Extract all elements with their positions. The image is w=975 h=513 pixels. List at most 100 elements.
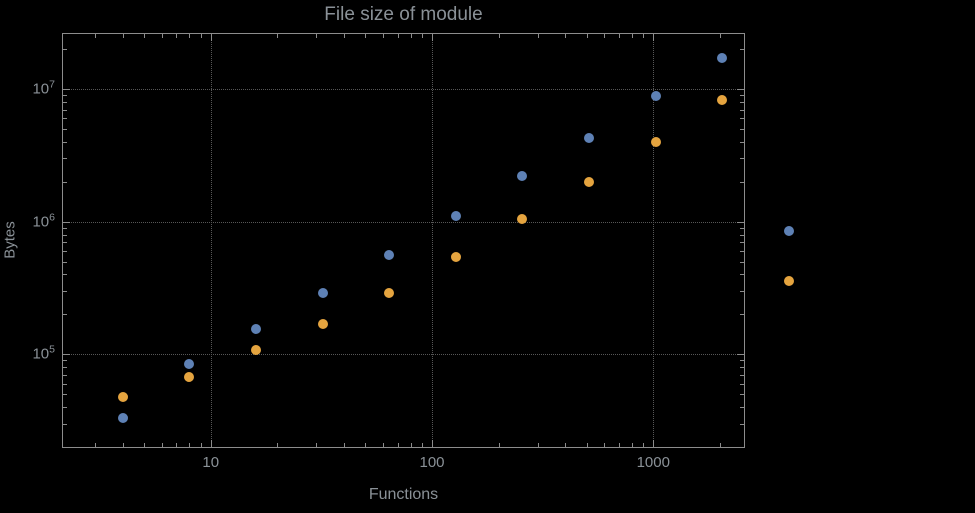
y-axis-label: Bytes: [1, 221, 19, 259]
y-minor-tick: [63, 291, 67, 293]
data-point-series-orange: [583, 176, 594, 187]
y-minor-tick: [63, 141, 67, 143]
y-tick-label: 107: [32, 78, 55, 97]
x-tick-label: 1000: [636, 454, 670, 471]
data-point-series-blue: [250, 324, 261, 335]
x-minor-tick: [382, 443, 384, 447]
x-minor-tick: [421, 443, 423, 447]
data-point-series-orange: [450, 252, 461, 263]
y-tick-base: 10: [32, 213, 50, 231]
data-point-series-orange: [184, 371, 195, 382]
x-minor-tick: [122, 34, 124, 38]
y-minor-tick: [740, 261, 744, 263]
y-minor-tick: [63, 394, 67, 396]
y-minor-tick: [63, 360, 67, 362]
y-tick-exponent: 7: [49, 78, 55, 91]
data-point-series-blue: [117, 413, 128, 424]
y-minor-tick: [63, 118, 67, 120]
x-minor-tick: [643, 34, 645, 38]
y-tick-label: 105: [32, 343, 55, 363]
x-minor-tick: [604, 443, 606, 447]
data-point-series-blue: [583, 132, 594, 143]
x-axis-label: Functions: [368, 486, 439, 503]
gridline-vertical: [210, 34, 212, 447]
data-point-series-blue: [783, 226, 794, 237]
y-minor-tick: [63, 242, 67, 244]
x-minor-tick: [537, 443, 539, 447]
y-minor-tick: [740, 181, 744, 183]
x-major-tick: [432, 34, 433, 41]
x-tick-label: 10: [202, 454, 220, 471]
y-major-tick: [737, 221, 744, 223]
x-major-tick: [210, 440, 212, 447]
y-minor-tick: [740, 128, 744, 130]
chart-title: File size of module: [324, 4, 483, 25]
y-minor-tick: [740, 423, 744, 425]
y-minor-tick: [63, 95, 67, 97]
x-minor-tick: [365, 443, 367, 447]
data-point-series-blue: [184, 358, 195, 369]
y-minor-tick: [740, 95, 744, 97]
y-minor-tick: [740, 274, 744, 276]
y-minor-tick: [63, 374, 67, 376]
y-minor-tick: [63, 109, 67, 111]
y-minor-tick: [63, 274, 67, 276]
x-minor-tick: [316, 34, 318, 38]
y-minor-tick: [63, 128, 67, 130]
y-minor-tick: [740, 118, 744, 120]
y-tick-exponent: 5: [49, 343, 55, 356]
y-tick-label: 106: [32, 212, 55, 231]
data-point-series-orange: [250, 345, 261, 356]
x-minor-tick: [537, 34, 539, 38]
x-minor-tick: [277, 34, 279, 38]
x-minor-tick: [277, 443, 279, 447]
y-minor-tick: [63, 261, 67, 263]
data-point-series-blue: [717, 53, 728, 64]
y-major-tick: [737, 89, 744, 91]
y-minor-tick: [63, 227, 67, 229]
y-minor-tick: [740, 141, 744, 143]
y-major-tick: [63, 221, 70, 223]
y-minor-tick: [740, 314, 744, 316]
y-tick-base: 10: [32, 345, 50, 363]
y-minor-tick: [740, 234, 744, 236]
x-minor-tick: [719, 34, 721, 38]
x-minor-tick: [719, 443, 721, 447]
x-major-tick: [432, 440, 433, 447]
y-minor-tick: [740, 360, 744, 362]
y-minor-tick: [740, 242, 744, 244]
x-minor-tick: [95, 34, 97, 38]
x-minor-tick: [397, 34, 399, 38]
x-minor-tick: [122, 443, 124, 447]
x-major-tick: [653, 440, 655, 447]
y-major-tick: [63, 89, 70, 91]
x-minor-tick: [565, 34, 567, 38]
y-minor-tick: [740, 374, 744, 376]
x-minor-tick: [200, 443, 202, 447]
x-minor-tick: [604, 34, 606, 38]
x-minor-tick: [421, 34, 423, 38]
x-minor-tick: [565, 443, 567, 447]
data-point-series-blue: [317, 287, 328, 298]
x-minor-tick: [586, 443, 588, 447]
data-point-series-orange: [717, 95, 728, 106]
plot-area: 10 100 1000 105 106 107: [32, 33, 794, 471]
x-minor-tick: [410, 443, 412, 447]
y-minor-tick: [63, 101, 67, 103]
y-minor-tick: [63, 383, 67, 385]
y-minor-tick: [63, 181, 67, 183]
x-minor-tick: [619, 443, 620, 447]
x-minor-tick: [176, 443, 178, 447]
x-minor-tick: [631, 34, 633, 38]
x-minor-tick: [144, 443, 146, 447]
data-point-series-orange: [517, 213, 528, 224]
x-minor-tick: [144, 34, 146, 38]
y-minor-tick: [740, 383, 744, 385]
y-minor-tick: [740, 367, 744, 369]
x-minor-tick: [189, 443, 191, 447]
data-point-series-blue: [384, 250, 395, 261]
x-minor-tick: [498, 443, 500, 447]
data-point-series-blue: [517, 171, 528, 182]
gridline-horizontal: [63, 354, 744, 356]
y-minor-tick: [740, 291, 744, 293]
